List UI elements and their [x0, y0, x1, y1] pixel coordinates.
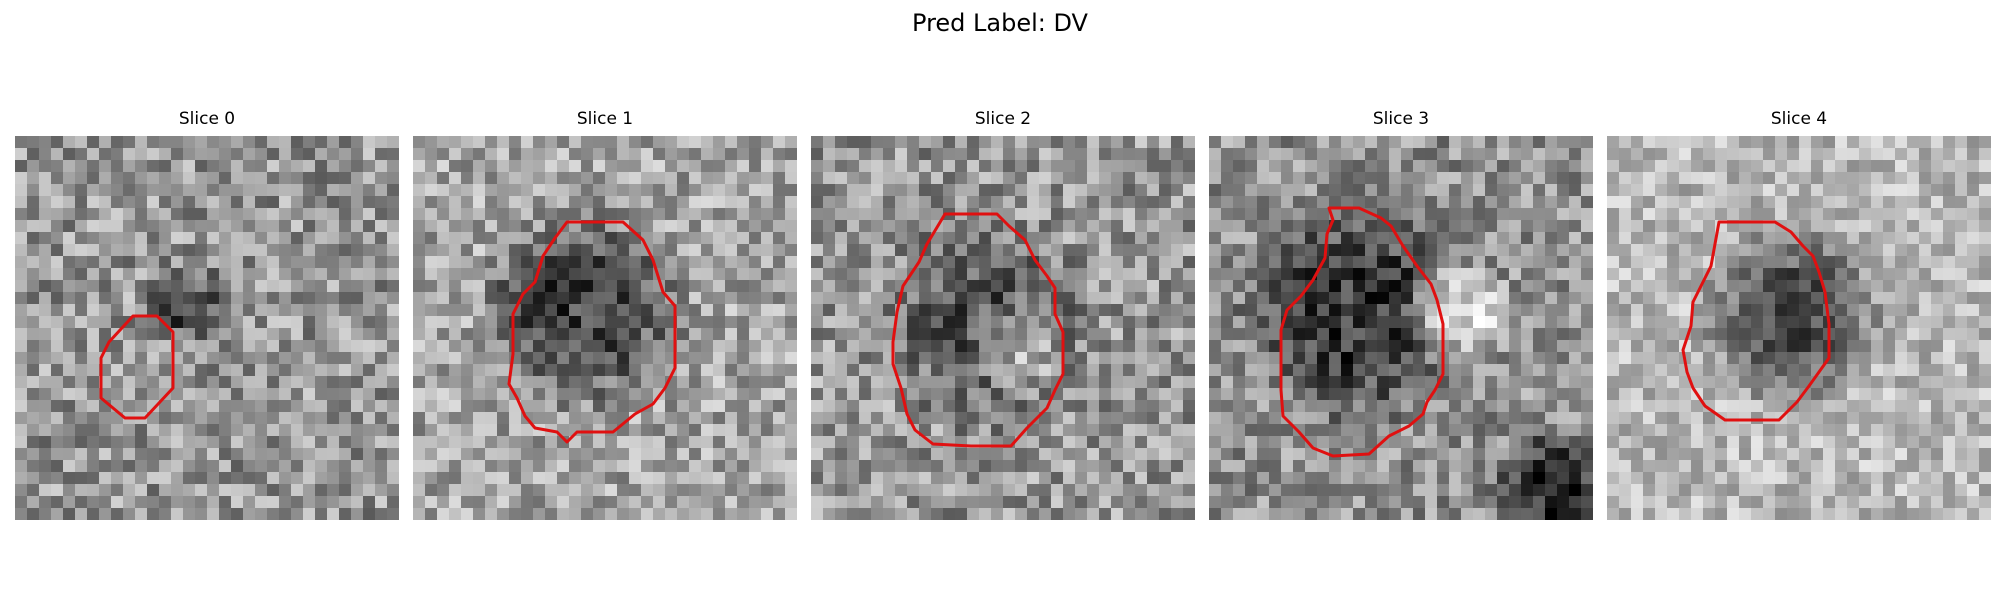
slice-image-3 — [1209, 136, 1593, 520]
slice-panel-4: Slice 4 — [1607, 104, 1991, 524]
slice-title-4: Slice 4 — [1770, 109, 1828, 129]
slice-image-0 — [15, 136, 399, 520]
figure-title: Pred Label: DV — [912, 9, 1088, 37]
slice-image-1 — [413, 136, 797, 520]
slice-title-0: Slice 0 — [178, 109, 236, 129]
slice-title-2: Slice 2 — [974, 109, 1032, 129]
lesion-contour — [507, 220, 677, 444]
slice-image-4 — [1607, 136, 1991, 520]
lesion-contour — [1279, 206, 1445, 458]
slice-title-1: Slice 1 — [576, 109, 634, 129]
slice-panels: Slice 0 Slice 1 Slice 2 Slice 3 Slice 4 — [0, 104, 2000, 524]
slice-title-3: Slice 3 — [1372, 109, 1430, 129]
slice-panel-3: Slice 3 — [1209, 104, 1593, 524]
lesion-contour — [1681, 220, 1831, 422]
lesion-contour — [99, 314, 175, 420]
slice-panel-1: Slice 1 — [413, 104, 797, 524]
slice-image-2 — [811, 136, 1195, 520]
lesion-contour — [891, 212, 1065, 448]
slice-panel-0: Slice 0 — [15, 104, 399, 524]
slice-panel-2: Slice 2 — [811, 104, 1195, 524]
